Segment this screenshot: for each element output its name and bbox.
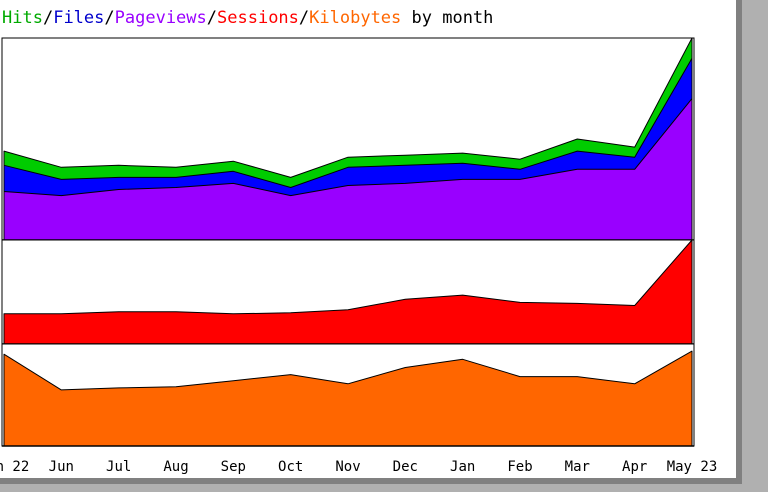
frame-right [742,0,768,492]
title-segment-9: by month [401,8,493,28]
x-tick-label: Apr [622,459,647,475]
x-tick-label: Jun [49,459,74,475]
title-segment-7: / [299,8,309,28]
x-tick-label: Dec [393,459,418,475]
chart-title: Hits/Files/Pageviews/Sessions/Kilobytes … [2,8,493,28]
x-tick-label: Feb [507,459,532,475]
x-tick-label: Jun 22 [0,459,29,475]
frame-right-shadow [736,0,742,484]
panel-sessions [1,239,695,345]
series-area-kilobytes [3,350,693,447]
x-tick-label: Oct [278,459,303,475]
x-tick-label: Mar [565,459,590,475]
title-segment-0: Hits [2,8,43,28]
x-tick-label: Jan [450,459,475,475]
x-tick-label: Sep [221,459,246,475]
title-segment-6: Sessions [217,8,299,28]
title-segment-8: Kilobytes [309,8,401,28]
series-area-pageviews [3,98,693,241]
x-tick-label: Aug [163,459,188,475]
panel-kilobytes [1,343,695,447]
x-tick-label: Jul [106,459,131,475]
title-segment-2: Files [53,8,104,28]
title-segment-4: Pageviews [115,8,207,28]
title-segment-3: / [104,8,114,28]
x-tick-label: May 23 [667,459,718,475]
title-segment-1: / [43,8,53,28]
frame-bottom-shadow [0,478,742,484]
x-tick-label: Nov [335,459,360,475]
title-segment-5: / [207,8,217,28]
panel-hits-files-pageviews [1,37,695,241]
series-area-sessions [3,239,693,345]
